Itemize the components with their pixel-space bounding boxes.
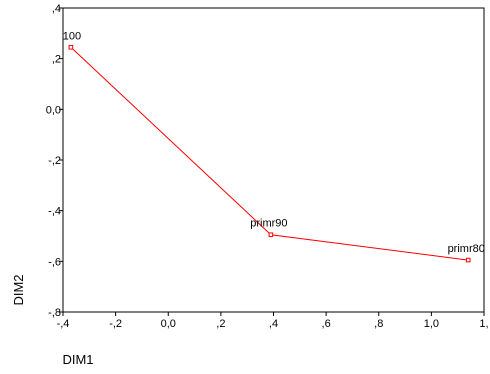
x-axis-title: DIM1 bbox=[62, 352, 93, 367]
point-label: primr90 bbox=[250, 218, 287, 230]
y-tick-label: -,8 bbox=[48, 307, 61, 319]
y-tick-label: ,4 bbox=[52, 3, 61, 15]
y-tick-label: ,2 bbox=[52, 54, 61, 66]
x-tick-label: -,2 bbox=[109, 318, 122, 330]
y-tick-label: 0,0 bbox=[46, 104, 61, 116]
point-label: primr80 bbox=[448, 243, 485, 255]
y-tick-label: -,6 bbox=[48, 256, 61, 268]
y-tick-label: -,4 bbox=[48, 206, 61, 218]
y-axis-ticks: ,4 ,2 0,0 -,2 -,4 -,6 -,8 bbox=[46, 3, 63, 319]
x-tick-label: ,8 bbox=[374, 318, 383, 330]
data-point bbox=[465, 257, 471, 263]
data-point bbox=[268, 232, 274, 238]
x-tick-label: -,4 bbox=[57, 318, 70, 330]
point-label: ir100 bbox=[57, 30, 81, 42]
x-tick-label: ,4 bbox=[269, 318, 278, 330]
x-axis-ticks: -,4 -,2 0,0 ,2 ,4 ,6 ,8 1,0 1, bbox=[57, 312, 489, 330]
series-layer: ir100 primr90 primr80 bbox=[57, 30, 485, 263]
x-tick-label: ,2 bbox=[216, 318, 225, 330]
x-tick-label: 1,0 bbox=[424, 318, 439, 330]
data-point bbox=[68, 44, 74, 50]
y-axis-title: DIM2 bbox=[11, 274, 26, 305]
y-tick-label: -,2 bbox=[48, 155, 61, 167]
x-tick-label: 1, bbox=[479, 318, 488, 330]
plot-frame bbox=[62, 7, 485, 313]
x-tick-label: ,6 bbox=[322, 318, 331, 330]
x-tick-label: 0,0 bbox=[161, 318, 176, 330]
